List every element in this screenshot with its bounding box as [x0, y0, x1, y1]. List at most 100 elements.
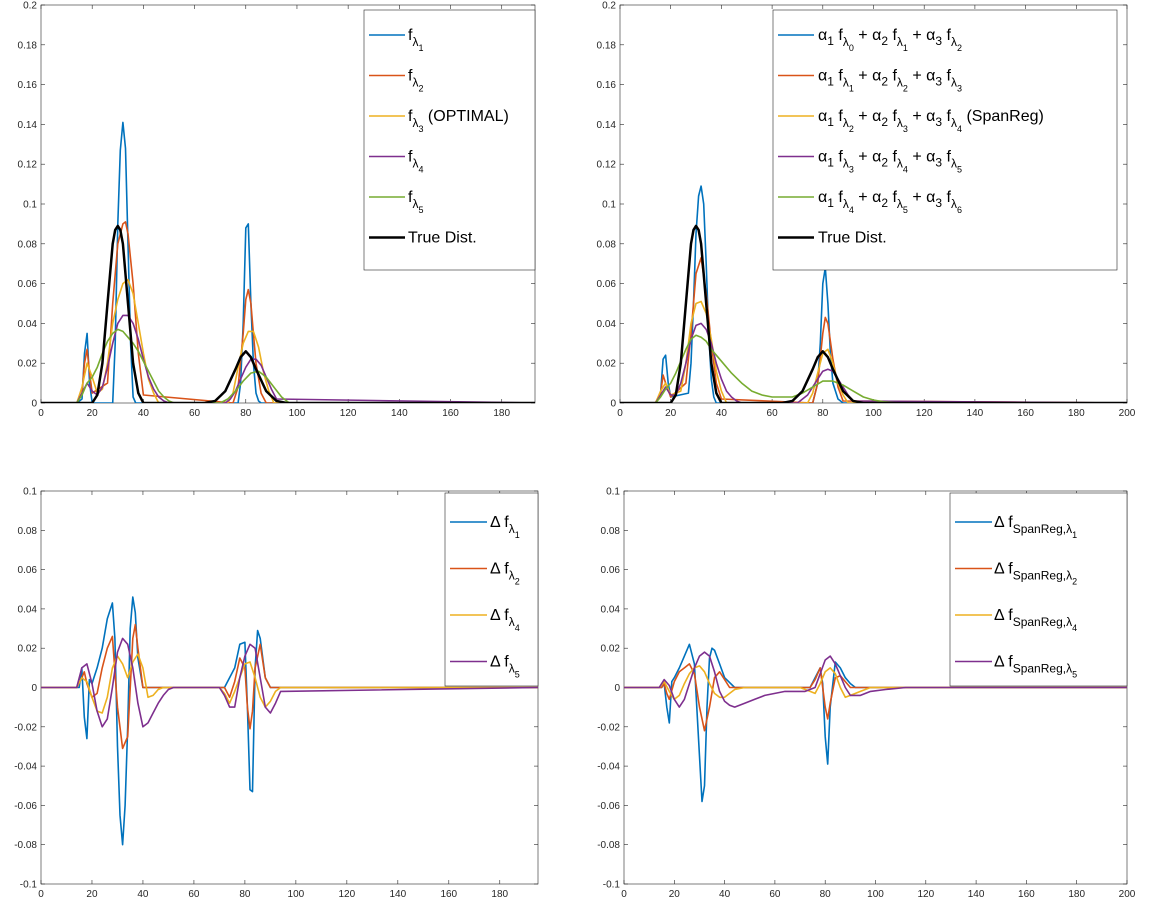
x-tick-label: 40: [137, 889, 149, 900]
legend-label: α1 fλ4 + α2 fλ5 + α3 fλ6: [818, 189, 962, 215]
legend-label: fλ2: [408, 68, 423, 94]
y-tick-label: 0.18: [597, 40, 617, 51]
y-tick-label: 0.02: [18, 644, 38, 655]
legend-label: Δ fSpanReg,λ5: [994, 654, 1077, 680]
x-tick-label: 20: [665, 408, 677, 419]
y-tick-label: 0.12: [18, 160, 38, 171]
x-tick-label: 60: [767, 408, 779, 419]
legend: fλ1 fλ2 fλ3 (OPTIMAL) fλ4 fλ5 True Dist.: [363, 9, 536, 271]
y-tick-label: 0.08: [597, 239, 617, 250]
series-line-6: [620, 224, 1127, 403]
y-tick-label: -0.04: [597, 762, 620, 773]
x-tick-label: 20: [87, 408, 99, 419]
y-tick-label: 0.08: [601, 526, 621, 537]
chart-panel-2: 0 20 40 60 80 100 120 140 160 180 200 0 0.02 0.04 0.06…: [597, 1, 1136, 420]
x-tick-label: 120: [340, 408, 357, 419]
legend-label: fλ1: [408, 27, 423, 53]
x-tick-label: 180: [493, 408, 510, 419]
y-tick-label: 0.12: [597, 160, 617, 171]
y-tick-label: -0.1: [603, 880, 621, 891]
series-group: [41, 596, 538, 846]
y-tick-label: 0.04: [18, 319, 38, 330]
legend-label: True Dist.: [408, 230, 477, 247]
y-tick-label: 0.08: [18, 526, 38, 537]
y-tick-label: 0.02: [18, 359, 38, 370]
x-tick-label: 120: [339, 889, 356, 900]
legend-label: α1 fλ1 + α2 fλ2 + α3 fλ3: [818, 68, 962, 94]
series-line-3: [624, 665, 1127, 701]
legend-box: [949, 492, 1128, 687]
x-tick-label: 200: [1119, 408, 1136, 419]
legend: Δ fλ1 Δ fλ2 Δ fλ4 Δ fλ5: [444, 492, 539, 687]
x-tick-label: 120: [917, 889, 934, 900]
x-tick-label: 60: [189, 408, 201, 419]
series-line-3: [41, 278, 535, 403]
y-tick-label: -0.1: [20, 880, 38, 891]
x-tick-label: 140: [389, 889, 406, 900]
y-tick-label: 0.16: [597, 80, 617, 91]
y-tick-label: 0.2: [602, 1, 616, 12]
x-tick-label: 20: [669, 889, 681, 900]
legend-label: True Dist.: [818, 230, 887, 247]
y-tick-label: 0.02: [601, 644, 621, 655]
series-line-5: [620, 334, 1127, 403]
x-tick-label: 40: [716, 408, 728, 419]
x-tick-label: 160: [1018, 889, 1035, 900]
y-tick-label: 0.18: [18, 40, 38, 51]
chart-panel-3: 0 20 40 60 80 100 120 140 160 180 -0.1 -0.08 -0.06 -0…: [14, 487, 539, 900]
legend-label: Δ fSpanReg,λ2: [994, 561, 1077, 587]
y-tick-label: 0: [614, 683, 620, 694]
series-line-1: [624, 643, 1127, 803]
x-tick-label: 20: [86, 889, 98, 900]
legend-box: [444, 492, 539, 687]
x-tick-label: 0: [38, 889, 44, 900]
y-tick-label: -0.06: [14, 801, 37, 812]
x-tick-label: 200: [1119, 889, 1136, 900]
x-tick-label: 180: [1068, 408, 1085, 419]
y-tick-label: 0.14: [597, 120, 617, 131]
x-tick-label: 160: [1017, 408, 1034, 419]
y-tick-label: 0: [31, 399, 37, 410]
x-tick-label: 100: [288, 889, 305, 900]
x-tick-label: 140: [391, 408, 408, 419]
x-tick-label: 80: [239, 889, 251, 900]
y-tick-label: -0.04: [14, 762, 37, 773]
y-tick-label: -0.08: [14, 840, 37, 851]
x-tick-label: 40: [719, 889, 731, 900]
y-tick-label: 0: [31, 683, 37, 694]
y-tick-label: 0.08: [18, 239, 38, 250]
y-tick-label: 0.06: [18, 565, 38, 576]
y-tick-label: -0.02: [597, 722, 620, 733]
y-tick-label: -0.08: [597, 840, 620, 851]
series-line-6: [41, 224, 535, 403]
x-tick-label: 140: [968, 889, 985, 900]
legend-label: Δ fSpanReg,λ4: [994, 607, 1077, 633]
x-tick-label: 140: [967, 408, 984, 419]
x-tick-label: 180: [1068, 889, 1085, 900]
x-tick-label: 160: [442, 408, 459, 419]
series-group: [624, 643, 1127, 803]
y-tick-label: 0.1: [23, 487, 37, 498]
legend-label: α1 fλ0 + α2 fλ1 + α3 fλ2: [818, 27, 962, 53]
y-tick-label: -0.06: [597, 801, 620, 812]
x-tick-label: 60: [769, 889, 781, 900]
legend-label: Δ fλ4: [490, 607, 520, 633]
x-tick-label: 0: [38, 408, 44, 419]
series-line-2: [41, 221, 535, 403]
legend-label: Δ fλ1: [490, 514, 520, 540]
legend-label: Δ fSpanReg,λ1: [994, 514, 1077, 540]
legend: α1 fλ0 + α2 fλ1 + α3 fλ2 α1 fλ1 + α2 fλ2 …: [772, 9, 1118, 271]
x-tick-label: 180: [491, 889, 508, 900]
x-tick-label: 120: [916, 408, 933, 419]
y-tick-label: 0.1: [602, 200, 616, 211]
legend-label: fλ5: [408, 189, 423, 215]
series-line-3: [41, 653, 538, 714]
chart-panel-4: 0 20 40 60 80 100 120 140 160 180 200 -0.1 -0.08 -0.0…: [597, 487, 1136, 901]
legend-label: α1 fλ2 + α2 fλ3 + α3 fλ4 (SpanReg): [818, 108, 1044, 134]
y-tick-label: 0: [610, 399, 616, 410]
y-tick-label: 0.06: [18, 279, 38, 290]
x-tick-label: 60: [188, 889, 200, 900]
y-tick-label: 0.04: [597, 319, 617, 330]
x-tick-label: 160: [440, 889, 457, 900]
y-tick-label: 0.02: [597, 359, 617, 370]
